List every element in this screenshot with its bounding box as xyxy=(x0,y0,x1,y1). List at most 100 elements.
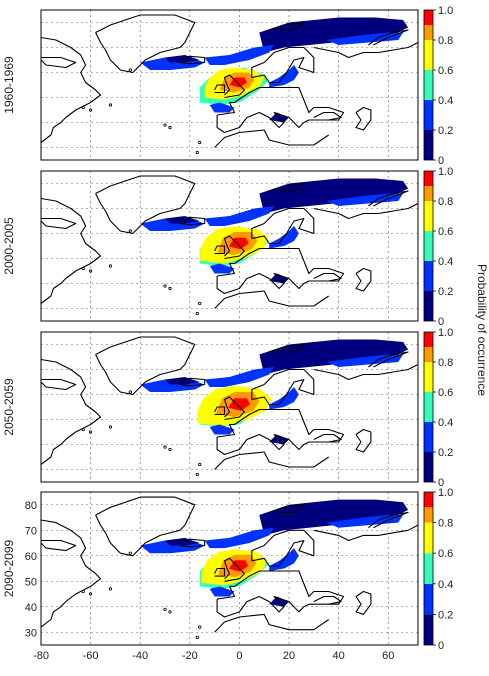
habitat-biscay xyxy=(209,102,235,113)
colorbar-tick-label: 0.4 xyxy=(438,579,453,591)
colorbar-segment xyxy=(424,452,433,482)
colorbar-tick-label: 0 xyxy=(438,316,444,328)
coastline xyxy=(179,216,206,226)
coastline xyxy=(216,570,345,618)
map-panel-1960-1969: 1960-1969 0 0.2 0.4 0.6 0.8 1.0 xyxy=(2,5,453,167)
colorbar-tick-label: 0.4 xyxy=(438,95,453,107)
x-tick-label: 40 xyxy=(333,650,345,662)
colorbar-segment xyxy=(424,492,433,508)
island xyxy=(198,301,202,306)
map-frame xyxy=(40,170,419,322)
habitat-arctic xyxy=(259,17,409,53)
colorbar-tick-label: 0.4 xyxy=(438,256,453,268)
coastline xyxy=(251,46,315,84)
map-panel-2000-2005: 2000-2005 0 0.2 0.4 0.6 0.8 1.0 xyxy=(2,166,453,328)
x-tick-label: -20 xyxy=(182,650,198,662)
colorbar-segment xyxy=(424,171,433,186)
coastline xyxy=(179,55,206,65)
colorbar-tick-label: 0.6 xyxy=(438,65,453,77)
coastline xyxy=(251,207,315,245)
colorbar-segment xyxy=(424,347,433,362)
colorbar-tick-label: 0.8 xyxy=(438,35,453,47)
island xyxy=(75,662,77,664)
coastline xyxy=(95,496,196,557)
coastline xyxy=(216,247,345,295)
coastline xyxy=(269,504,305,513)
island xyxy=(168,610,172,614)
colorbar-segment xyxy=(424,100,433,130)
coastline xyxy=(95,175,196,235)
island xyxy=(198,140,202,145)
coastline xyxy=(313,524,418,542)
island xyxy=(81,105,85,110)
coastline xyxy=(269,182,305,192)
island xyxy=(128,390,132,394)
colorbar-tick-label: 1.0 xyxy=(438,487,453,499)
island xyxy=(168,286,172,291)
coastline xyxy=(216,86,345,134)
colorbar-frame xyxy=(423,331,434,483)
island xyxy=(108,103,113,107)
coastline xyxy=(95,336,196,396)
coastline xyxy=(251,368,315,406)
colorbar-tick-label: 0 xyxy=(438,640,444,652)
habitat-norwegian-sea xyxy=(204,45,275,65)
coastline xyxy=(216,408,345,456)
colorbar-tick-label: 0.2 xyxy=(438,447,453,459)
panel-label: 2050-2059 xyxy=(2,378,16,436)
island xyxy=(163,123,167,127)
y-tick-label: 30 xyxy=(25,627,37,639)
colorbar-tick-label: 0.2 xyxy=(438,286,453,298)
colorbar-segment xyxy=(424,40,433,70)
colorbar: 0 0.2 0.4 0.6 0.8 1.0 xyxy=(423,5,453,167)
colorbar-tick-label: 0.8 xyxy=(438,357,453,369)
coastline xyxy=(313,203,418,220)
colorbar-tick-label: 0.8 xyxy=(438,518,453,530)
colorbar-tick-label: 0.6 xyxy=(438,226,453,238)
island xyxy=(195,635,199,639)
map-panel-2050-2059: 2050-2059 0 0.2 0.4 0.6 0.8 1.0 xyxy=(2,327,453,489)
colorbar-segment xyxy=(424,362,433,392)
coastline xyxy=(41,519,102,628)
coastline xyxy=(368,511,409,529)
coastline xyxy=(269,21,305,31)
habitat-norwegian-sea xyxy=(204,527,275,549)
colorbar-tick-label: 0.6 xyxy=(438,548,453,560)
coastline xyxy=(41,56,77,69)
island xyxy=(89,269,93,273)
map-frame xyxy=(40,9,419,161)
panel-label: 2000-2005 xyxy=(2,217,16,275)
colorbar-segment xyxy=(424,332,433,347)
coastline xyxy=(214,406,226,416)
colorbar-segment xyxy=(424,231,433,261)
habitat-biscay xyxy=(209,263,235,274)
x-tick-label: -60 xyxy=(83,650,99,662)
colorbar-tick-label: 0 xyxy=(438,477,444,489)
coastline xyxy=(214,84,226,94)
colorbar-frame xyxy=(423,491,434,646)
coastline xyxy=(313,272,342,282)
island xyxy=(163,445,167,449)
coastline xyxy=(313,595,342,605)
island xyxy=(128,229,132,233)
coastline xyxy=(355,590,372,615)
y-tick-label: 40 xyxy=(25,602,37,614)
island xyxy=(128,551,132,555)
y-tick-label: 80 xyxy=(25,500,37,512)
coastline xyxy=(214,613,330,633)
island xyxy=(198,462,202,467)
island xyxy=(108,587,113,591)
coastline xyxy=(355,267,372,292)
island xyxy=(168,447,172,452)
colorbar-segment xyxy=(424,186,433,201)
habitat-biscay xyxy=(209,424,235,435)
y-tick-label: 50 xyxy=(25,576,37,588)
island xyxy=(168,125,172,130)
colorbar: 0 0.2 0.4 0.6 0.8 1.0 xyxy=(423,166,453,328)
coastline xyxy=(41,36,102,143)
island xyxy=(89,108,93,112)
coastline xyxy=(313,364,418,381)
colorbar-segment xyxy=(424,392,433,422)
